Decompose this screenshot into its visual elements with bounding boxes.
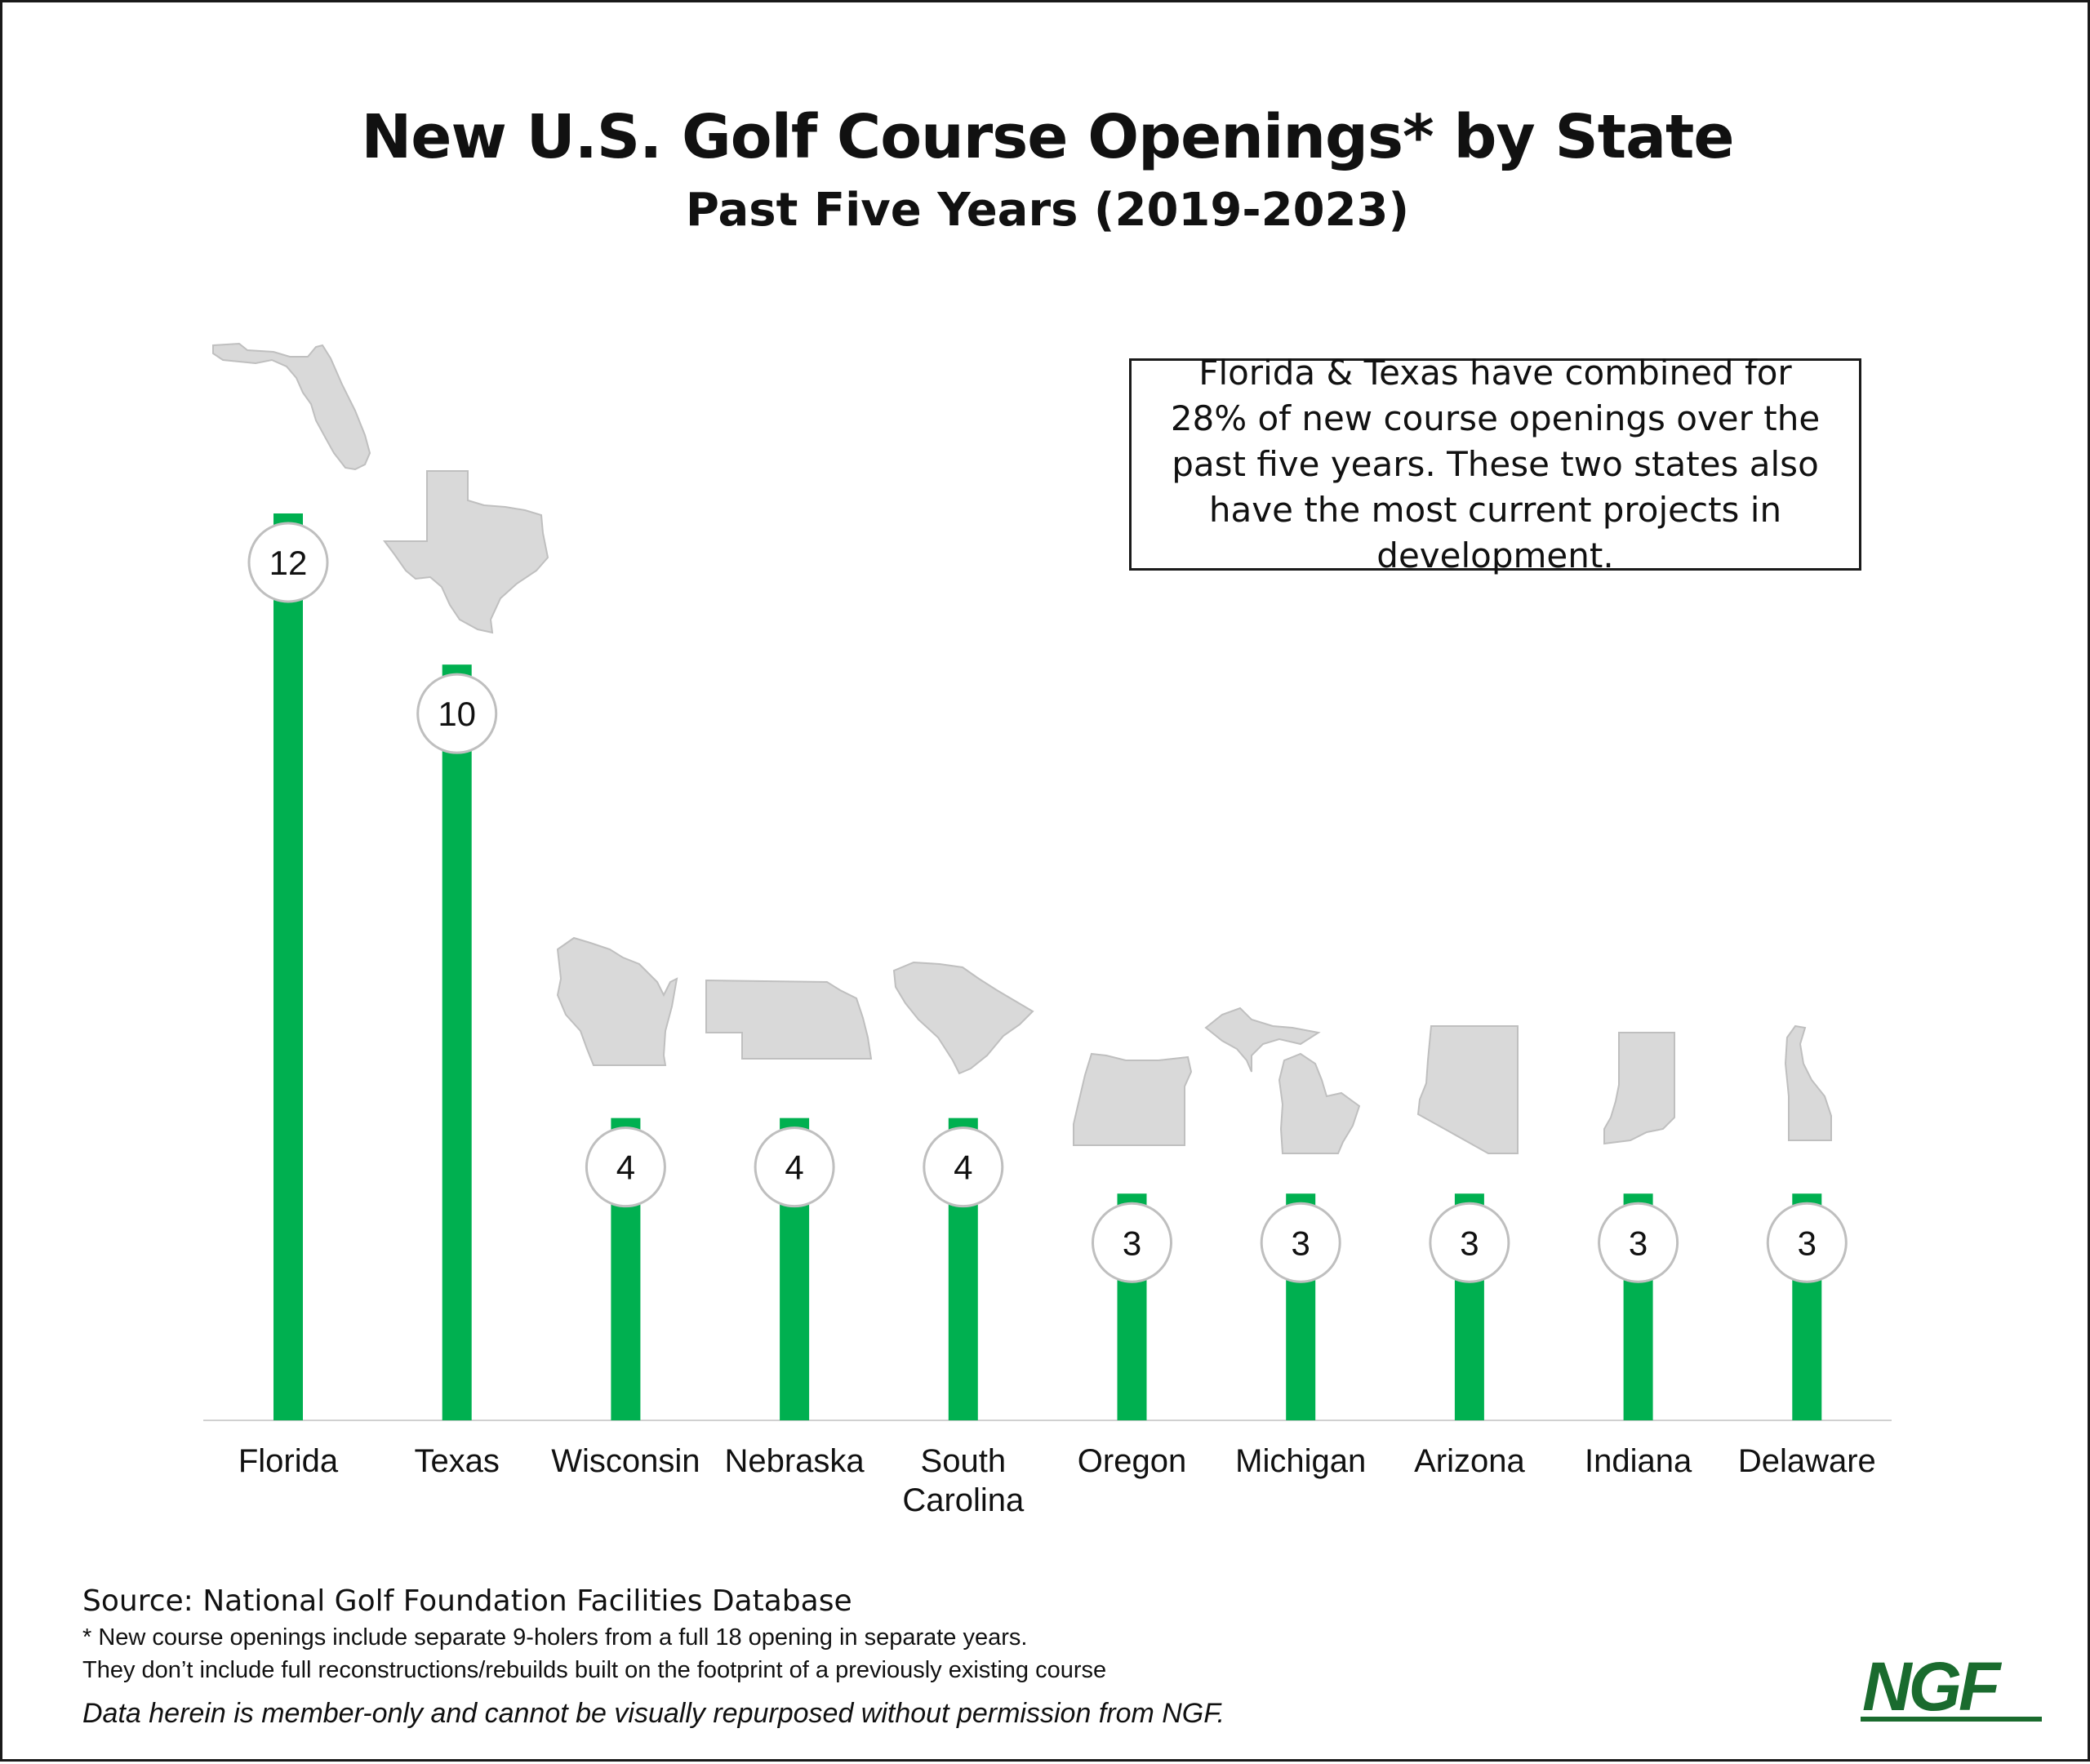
arizona-map-icon bbox=[1416, 1025, 1519, 1154]
chart-title: New U.S. Golf Course Openings* by State bbox=[361, 102, 1734, 172]
data-label-arizona: 3 bbox=[1460, 1224, 1479, 1262]
value-badge-nebraska bbox=[754, 1126, 835, 1208]
data-label-texas: 10 bbox=[438, 695, 476, 733]
data-label-south-carolina: 4 bbox=[954, 1149, 972, 1187]
source-text: Source: National Golf Foundation Facilit… bbox=[82, 1584, 852, 1618]
footnote-line-2: They don’t include full reconstructions/… bbox=[82, 1657, 1107, 1683]
x-axis-labels: Florida Texas Wisconsin Nebraska South Caroli… bbox=[238, 1443, 1876, 1518]
x-tick-label-florida: Florida bbox=[238, 1443, 339, 1479]
x-tick-label-indiana: Indiana bbox=[1585, 1443, 1692, 1479]
value-badge-wisconsin bbox=[585, 1126, 666, 1208]
indiana-map-icon bbox=[1603, 1032, 1675, 1145]
ngf-logo: NGF bbox=[1861, 1651, 2042, 1725]
value-badge-arizona bbox=[1429, 1202, 1510, 1283]
x-tick-label-wisconsin: Wisconsin bbox=[551, 1443, 700, 1479]
data-label-delaware: 3 bbox=[1798, 1224, 1817, 1262]
annotation-text: Florida & Texas have combined for 28% of… bbox=[1170, 353, 1821, 575]
value-badges: 12 10 4 4 4 3 3 3 3 3 bbox=[247, 522, 1848, 1283]
value-badge-indiana bbox=[1598, 1202, 1679, 1283]
value-badge-texas bbox=[416, 673, 498, 754]
data-label-michigan: 3 bbox=[1292, 1224, 1310, 1262]
delaware-map-icon bbox=[1784, 1024, 1832, 1141]
x-tick-label-texas: Texas bbox=[414, 1443, 500, 1479]
svg-text:NGF: NGF bbox=[1862, 1651, 2003, 1725]
disclaimer-text: Data herein is member-only and cannot be… bbox=[82, 1698, 1225, 1729]
x-tick-label-arizona: Arizona bbox=[1414, 1443, 1525, 1479]
chart-subtitle: Past Five Years (2019-2023) bbox=[685, 184, 1410, 237]
state-maps bbox=[212, 342, 1832, 1154]
data-label-indiana: 3 bbox=[1629, 1224, 1648, 1262]
bar-florida bbox=[273, 513, 303, 1420]
value-badge-south-carolina bbox=[923, 1126, 1004, 1208]
south-carolina-map-icon bbox=[892, 961, 1034, 1075]
x-tick-label-oregon: Oregon bbox=[1078, 1443, 1186, 1479]
footnote-line-1: * New course openings include separate 9… bbox=[82, 1624, 1028, 1651]
value-badge-florida bbox=[247, 522, 329, 603]
data-label-florida: 12 bbox=[269, 544, 308, 582]
value-badge-oregon bbox=[1092, 1202, 1172, 1283]
value-badge-michigan bbox=[1260, 1202, 1341, 1283]
texas-map-icon bbox=[383, 470, 549, 634]
data-label-nebraska: 4 bbox=[785, 1149, 803, 1187]
oregon-map-icon bbox=[1073, 1052, 1193, 1146]
florida-map-icon bbox=[212, 342, 371, 471]
data-label-wisconsin: 4 bbox=[616, 1149, 635, 1187]
michigan-map-icon bbox=[1204, 1006, 1361, 1154]
annotation-box: Florida & Texas have combined for 28% of… bbox=[1129, 353, 1861, 575]
x-tick-label-delaware: Delaware bbox=[1738, 1443, 1876, 1479]
nebraska-map-icon bbox=[705, 979, 873, 1060]
x-tick-label-nebraska: Nebraska bbox=[724, 1443, 865, 1479]
value-badge-delaware bbox=[1766, 1202, 1848, 1283]
data-label-oregon: 3 bbox=[1123, 1224, 1141, 1262]
bar-texas bbox=[442, 664, 472, 1420]
x-tick-label-michigan: Michigan bbox=[1235, 1443, 1366, 1479]
bars bbox=[273, 513, 1822, 1420]
wisconsin-map-icon bbox=[556, 936, 678, 1066]
x-tick-label-south-carolina: South Carolina bbox=[902, 1443, 1025, 1518]
